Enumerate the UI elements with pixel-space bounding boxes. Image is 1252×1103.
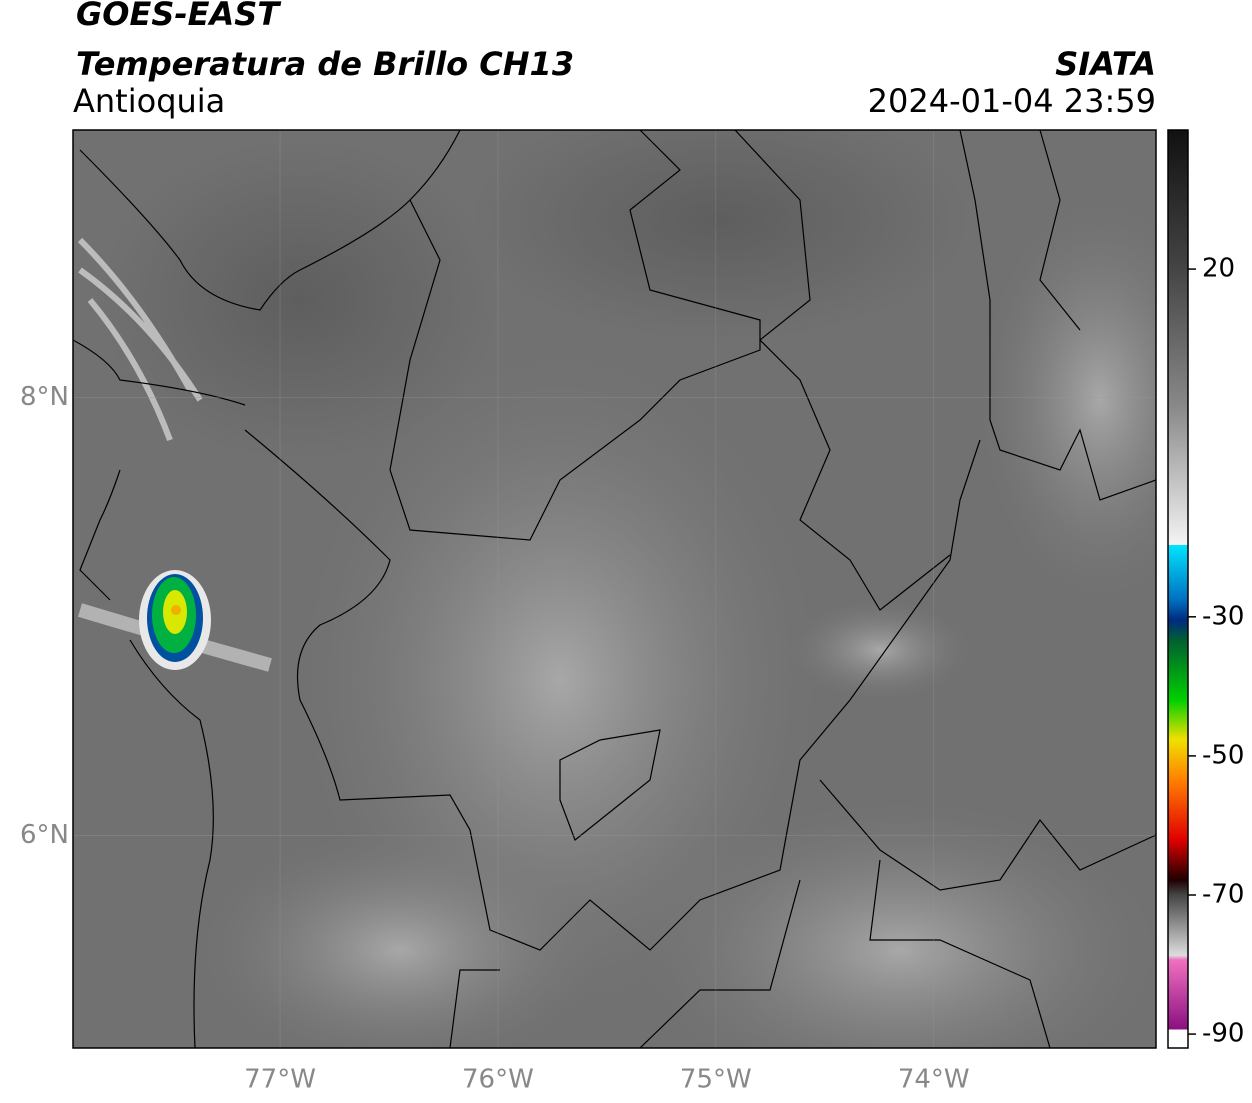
title: GOES-EAST (76, 0, 281, 33)
colorbar-tick-label: -50 (1202, 740, 1244, 770)
region: Antioquia (73, 82, 225, 120)
map-frame (72, 129, 1157, 1049)
datetime: 2024-01-04 23:59 (868, 82, 1156, 120)
colorbar-tick-label: -90 (1202, 1019, 1244, 1049)
x-tick-label: 74°W (898, 1065, 970, 1095)
colorbar (1167, 129, 1189, 1049)
colorbar-tick-label: -70 (1202, 880, 1244, 910)
x-tick-label: 77°W (244, 1065, 316, 1095)
x-tick-label: 76°W (462, 1065, 534, 1095)
x-tick-label: 75°W (680, 1065, 752, 1095)
colorbar-tick-label: -30 (1202, 601, 1244, 631)
y-tick-label: 6°N (20, 820, 69, 850)
y-tick-label: 8°N (20, 382, 69, 412)
subtitle: Temperatura de Brillo CH13 (76, 45, 574, 83)
colorbar-tick-label: 20 (1202, 254, 1235, 284)
source: SIATA (1055, 45, 1156, 83)
map-image (73, 130, 1156, 1048)
